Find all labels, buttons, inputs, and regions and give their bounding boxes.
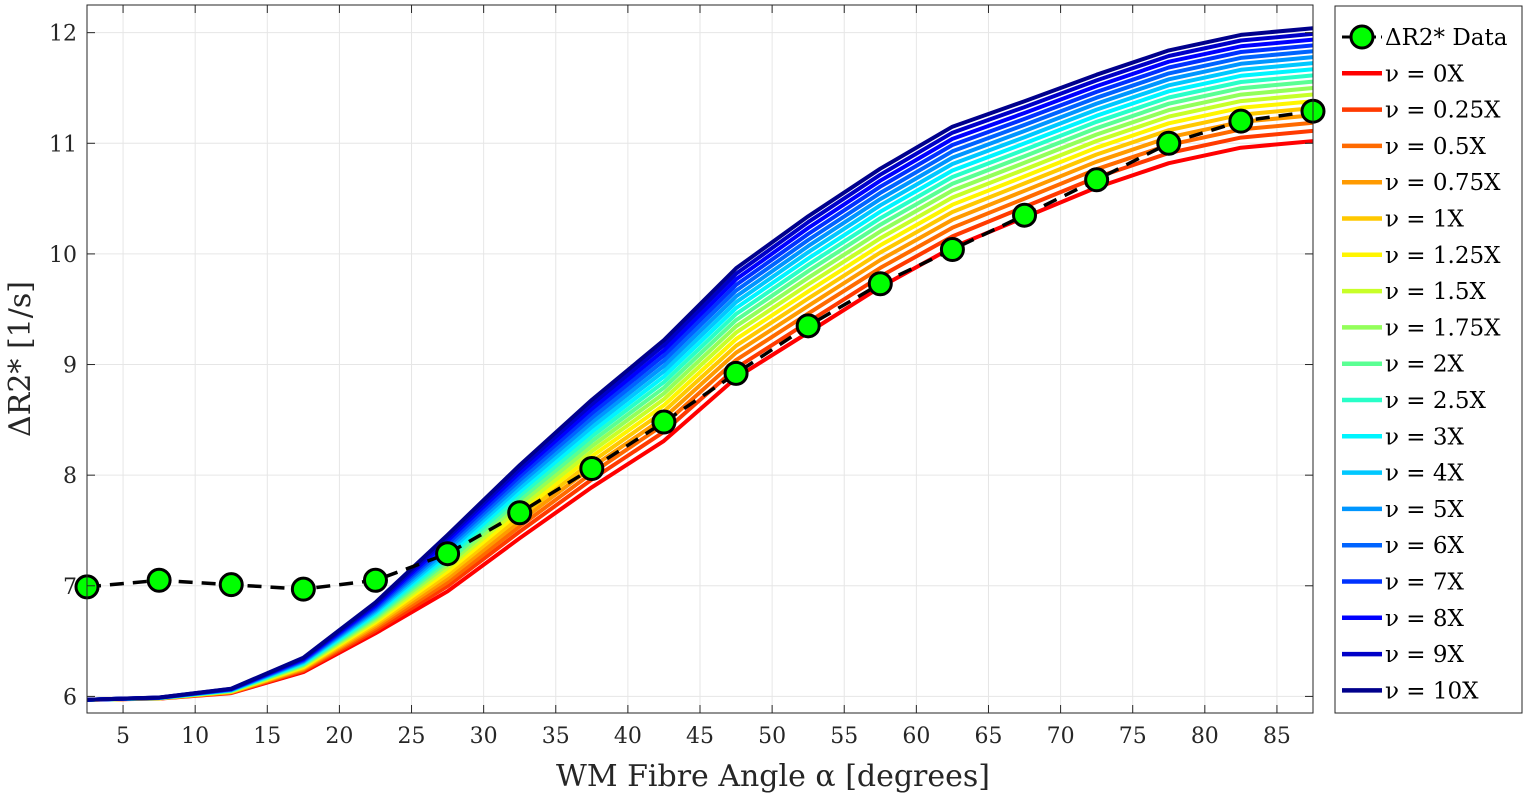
- y-tick-label: 11: [49, 132, 77, 157]
- data-point: [795, 313, 821, 339]
- legend-label-5: ν = 1.25X: [1385, 243, 1501, 269]
- legend-label-0: ν = 0X: [1385, 61, 1465, 87]
- data-point: [1012, 202, 1038, 228]
- legend-label-8: ν = 2X: [1385, 352, 1465, 378]
- legend-label-16: ν = 9X: [1385, 642, 1465, 668]
- x-tick-label: 75: [1119, 724, 1147, 749]
- legend-label-3: ν = 0.75X: [1385, 170, 1501, 196]
- model-line-17: [86, 26, 1314, 702]
- y-tick-label: 9: [63, 354, 77, 379]
- y-tick-label: 7: [63, 575, 77, 600]
- legend-label-13: ν = 6X: [1385, 533, 1465, 559]
- data-point: [1156, 130, 1182, 156]
- x-tick-label: 35: [542, 724, 570, 749]
- x-tick-label: 85: [1263, 724, 1291, 749]
- x-tick-label: 45: [686, 724, 714, 749]
- x-axis: 5 10 15 20 25 30 35 40 45 50 55 60 65 70 75 80 85: [116, 5, 1291, 749]
- x-tick-label: 50: [758, 724, 786, 749]
- legend-label-7: ν = 1.75X: [1385, 315, 1501, 341]
- legend-label-10: ν = 3X: [1385, 424, 1465, 450]
- legend-label-11: ν = 4X: [1385, 461, 1465, 487]
- y-axis-label: ΔR2* [1/s]: [3, 281, 38, 437]
- data-point: [290, 576, 316, 602]
- x-tick-label: 30: [470, 724, 498, 749]
- data-point: [939, 236, 965, 262]
- legend-box: [1334, 5, 1523, 714]
- legend-label-12: ν = 5X: [1385, 497, 1465, 523]
- legend-label-17: ν = 10X: [1385, 678, 1479, 704]
- grid: [87, 5, 1313, 713]
- data-point: [1228, 108, 1254, 134]
- y-axis: 6 7 8 9 10 11 12: [49, 22, 1313, 710]
- data-point: [651, 409, 677, 435]
- data-point: [435, 541, 461, 567]
- data-point: [579, 456, 605, 482]
- data-point: [362, 567, 388, 593]
- x-tick-label: 65: [974, 724, 1002, 749]
- legend-label-data: ΔR2* Data: [1385, 25, 1508, 51]
- y-tick-label: 10: [49, 243, 77, 268]
- y-tick-label: 8: [63, 464, 77, 489]
- data-point: [1084, 167, 1110, 193]
- legend-label-1: ν = 0.25X: [1385, 98, 1501, 124]
- x-tick-label: 70: [1047, 724, 1075, 749]
- x-tick-label: 15: [253, 724, 281, 749]
- data-point: [146, 567, 172, 593]
- data-point: [507, 500, 533, 526]
- legend-label-4: ν = 1X: [1385, 207, 1465, 233]
- data-point: [218, 572, 244, 598]
- data-point: [723, 360, 749, 386]
- x-tick-label: 25: [398, 724, 426, 749]
- x-tick-label: 55: [830, 724, 858, 749]
- data-dashed-line: [86, 109, 1314, 591]
- data-point: [867, 271, 893, 297]
- legend-label-2: ν = 0.5X: [1385, 134, 1486, 160]
- y-tick-label: 6: [63, 685, 77, 710]
- y-tick-label: 12: [49, 22, 77, 47]
- legend-label-6: ν = 1.5X: [1385, 279, 1486, 305]
- x-tick-label: 40: [614, 724, 642, 749]
- legend-label-15: ν = 8X: [1385, 606, 1465, 632]
- x-axis-label: WM Fibre Angle α [degrees]: [556, 759, 990, 794]
- legend-data-marker: [1349, 24, 1375, 50]
- x-tick-label: 80: [1191, 724, 1219, 749]
- legend-label-14: ν = 7X: [1385, 570, 1465, 596]
- data-series: [74, 98, 1326, 602]
- x-tick-label: 60: [902, 724, 930, 749]
- x-tick-label: 5: [116, 724, 130, 749]
- x-tick-label: 10: [181, 724, 209, 749]
- x-tick-label: 20: [325, 724, 353, 749]
- legend: ΔR2* Data ν = 0X ν = 0.25X ν = 0.5X ν = 0.75…: [1334, 5, 1523, 714]
- legend-label-9: ν = 2.5X: [1385, 388, 1486, 414]
